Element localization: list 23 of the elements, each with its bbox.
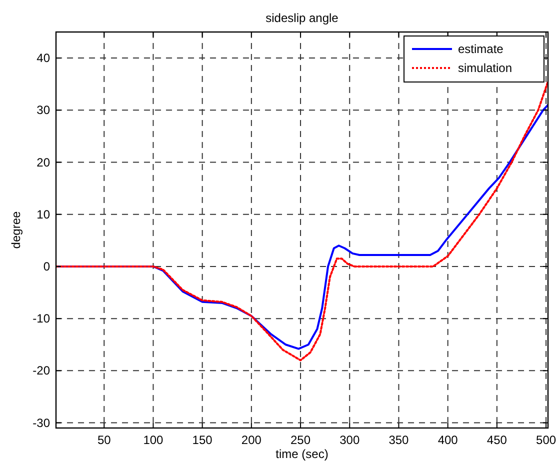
x-tick-label: 400 bbox=[438, 433, 458, 447]
y-tick-label: 20 bbox=[36, 155, 50, 170]
y-tick-label: 30 bbox=[36, 103, 50, 118]
x-tick-label: 250 bbox=[290, 433, 311, 447]
x-axis-title: time (sec) bbox=[276, 447, 328, 461]
chart-title: sideslip angle bbox=[266, 11, 339, 25]
y-axis-title: degree bbox=[9, 210, 23, 249]
y-tick-label: 10 bbox=[36, 207, 50, 222]
x-tick-label: 50 bbox=[97, 433, 112, 447]
x-tick-label: 300 bbox=[340, 433, 360, 447]
legend-label: simulation bbox=[458, 61, 512, 75]
x-tick-label: 350 bbox=[388, 433, 410, 447]
y-tick-label: -20 bbox=[32, 364, 50, 378]
x-tick-label: 150 bbox=[192, 433, 213, 447]
y-tick-label: 40 bbox=[36, 51, 50, 66]
x-tick-label: 500 bbox=[536, 433, 556, 447]
y-tick-label: 0 bbox=[43, 259, 50, 274]
x-tick-label: 450 bbox=[486, 433, 508, 447]
x-tick-label: 200 bbox=[241, 433, 262, 447]
y-tick-label: -10 bbox=[32, 312, 50, 326]
legend-label: estimate bbox=[458, 42, 504, 56]
x-tick-label: 100 bbox=[143, 433, 164, 447]
y-tick-label: -30 bbox=[32, 416, 50, 430]
